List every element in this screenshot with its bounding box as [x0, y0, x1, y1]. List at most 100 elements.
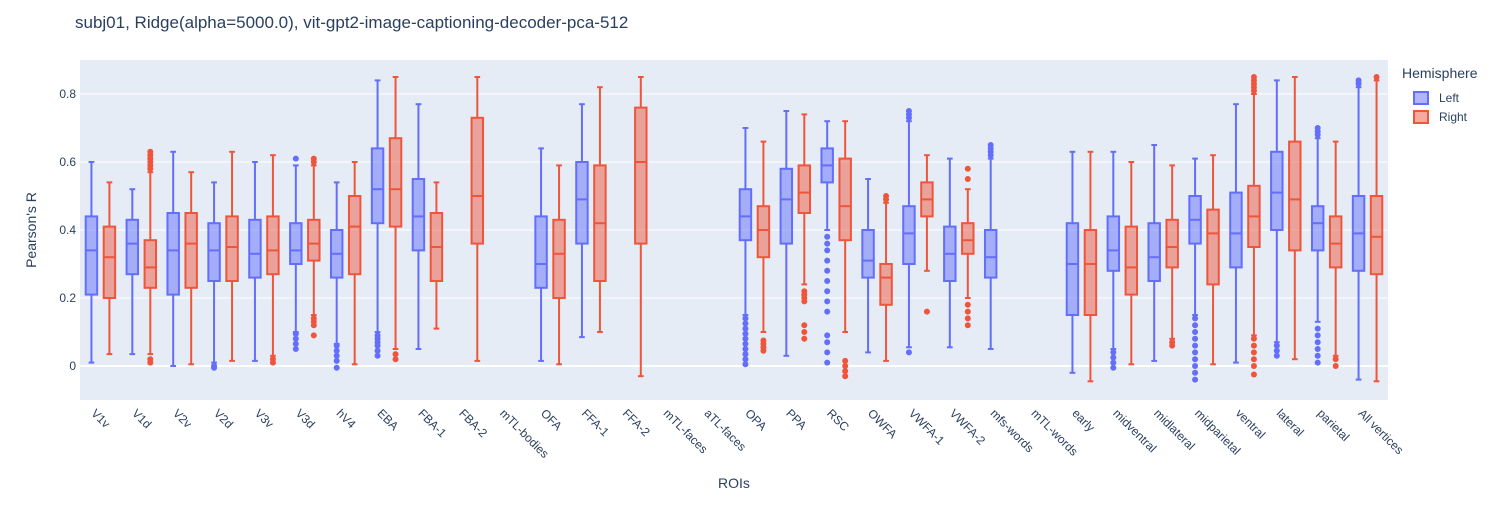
x-tick-label: VWFA-2 [947, 406, 989, 448]
outlier-point [742, 346, 749, 352]
box-left-eba [370, 147, 385, 225]
outlier-point [964, 165, 971, 172]
x-axis-title: ROIs [718, 475, 750, 491]
legend-swatch-left [1413, 91, 1429, 105]
outlier-point [1250, 349, 1257, 356]
outlier-point [964, 315, 971, 322]
x-tick-label: midventral [1110, 406, 1159, 455]
box-left-parietal [1310, 205, 1325, 252]
outlier-point [1332, 363, 1339, 369]
box-left-ppa [779, 167, 794, 245]
outlier-point [742, 335, 749, 342]
box-right-midparietal [1206, 208, 1220, 286]
x-tick-label: V3d [293, 406, 318, 431]
outlier-point [742, 356, 749, 363]
outlier-point [147, 148, 154, 155]
outlier-point [333, 357, 340, 364]
x-tick-label: FFA-2 [620, 406, 653, 439]
box-left-ventral [1229, 191, 1243, 269]
box-left-owfa [861, 229, 875, 279]
outlier-point [842, 357, 849, 364]
box-right-early [1083, 229, 1098, 316]
outlier-point [964, 176, 971, 182]
outlier-point [1314, 332, 1321, 339]
outlier-point [310, 332, 317, 339]
legend-title: Hemisphere [1402, 65, 1478, 81]
outlier-point [1192, 315, 1199, 322]
x-tick-label: V2v [170, 406, 195, 431]
box-left-mfs-words [983, 229, 998, 279]
outlier-point [760, 337, 767, 344]
y-axis-title: Pearson's R [23, 192, 39, 268]
x-tick-label: V2d [211, 406, 236, 431]
outlier-point [1169, 339, 1176, 346]
outlier-point [824, 267, 831, 274]
outlier-point [824, 359, 831, 366]
outlier-point [1273, 347, 1280, 354]
legend-swatch-right [1413, 110, 1429, 124]
outlier-point [742, 325, 749, 332]
box-left-ffa-1 [575, 161, 589, 245]
outlier-point [1192, 376, 1199, 383]
outlier-point [374, 347, 381, 354]
outlier-point [964, 308, 971, 315]
box-left-lateral [1270, 150, 1284, 231]
outlier-point [310, 155, 317, 162]
outlier-point [1314, 352, 1321, 359]
outlier-point [392, 351, 399, 358]
x-tick-label: hV4 [334, 406, 359, 431]
box-left-midlateral [1147, 222, 1161, 282]
outlier-point [1192, 322, 1199, 329]
box-left-vwfa-1 [902, 205, 916, 265]
box-left-v1d [125, 218, 140, 276]
x-tick-label: PPA [783, 406, 809, 432]
outlier-point [1192, 363, 1199, 369]
outlier-point [269, 356, 276, 363]
outlier-point [333, 347, 340, 354]
box-right-v2v [184, 212, 198, 289]
outlier-point [1192, 356, 1199, 363]
box-right-ofa [552, 218, 566, 299]
x-tick-label: FBA-1 [415, 406, 449, 440]
outlier-point [842, 363, 849, 369]
outlier-point [1314, 125, 1321, 131]
outlier-point [824, 298, 831, 305]
outlier-point [905, 349, 912, 356]
outlier-point [824, 339, 831, 346]
outlier-point [1110, 359, 1117, 366]
outlier-point [310, 315, 317, 322]
outlier-point [1192, 329, 1199, 335]
box-right-v1d [143, 239, 158, 289]
box-left-early [1065, 222, 1080, 316]
x-tick-label: All vertices [1355, 406, 1406, 457]
outlier-point [1314, 339, 1321, 346]
box-right-v1v [102, 225, 117, 300]
y-tick-label: 0.2 [59, 291, 76, 305]
outlier-point [824, 240, 831, 247]
outlier-point [883, 193, 890, 199]
outlier-point [742, 351, 749, 358]
outlier-point [211, 363, 218, 369]
x-tick-label: FFA-1 [579, 406, 612, 439]
outlier-point [1110, 349, 1117, 356]
outlier-point [1250, 74, 1257, 80]
legend-label-left: Left [1439, 91, 1460, 105]
outlier-point [824, 233, 831, 240]
outlier-point [333, 364, 340, 371]
x-tick-label: V1d [129, 406, 154, 431]
outlier-point [1273, 352, 1280, 359]
outlier-point [824, 257, 831, 264]
outlier-point [742, 315, 749, 322]
x-tick-label: RSC [824, 406, 852, 434]
outlier-point [824, 247, 831, 254]
box-left-opa [738, 188, 753, 242]
y-tick-label: 0.4 [59, 223, 76, 237]
x-tick-label: EBA [374, 406, 401, 433]
outlier-point [1314, 359, 1321, 366]
legend-label-right: Right [1439, 110, 1468, 124]
outlier-point [1192, 342, 1199, 349]
outlier-point [374, 332, 381, 339]
outlier-point [905, 108, 912, 114]
